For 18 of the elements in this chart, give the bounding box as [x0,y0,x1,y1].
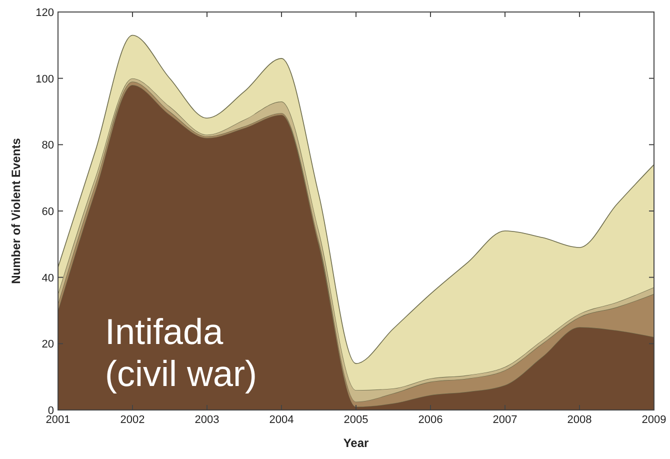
annotation: Intifada (civil war) [105,311,257,394]
y-axis-title: Number of Violent Events [9,138,23,284]
x-tick-label: 2005 [344,414,368,426]
y-tick-label: 120 [36,7,54,19]
x-tick-label: 2009 [642,414,666,426]
x-axis-title: Year [343,436,370,450]
y-tick-label: 100 [36,73,54,86]
x-tick-label: 2004 [269,414,294,426]
y-tick-label: 80 [42,140,54,152]
y-tick-label: 40 [42,272,54,284]
x-tick-label: 2008 [567,414,592,426]
y-tick-label: 60 [42,206,54,218]
x-tick-label: 2002 [120,414,145,426]
x-tick-label: 2007 [492,414,518,426]
x-tick-label: 2003 [194,414,220,426]
x-tick-label: 2006 [418,414,443,426]
y-tick-label: 20 [42,338,54,351]
x-tick-label: 2001 [46,414,70,426]
